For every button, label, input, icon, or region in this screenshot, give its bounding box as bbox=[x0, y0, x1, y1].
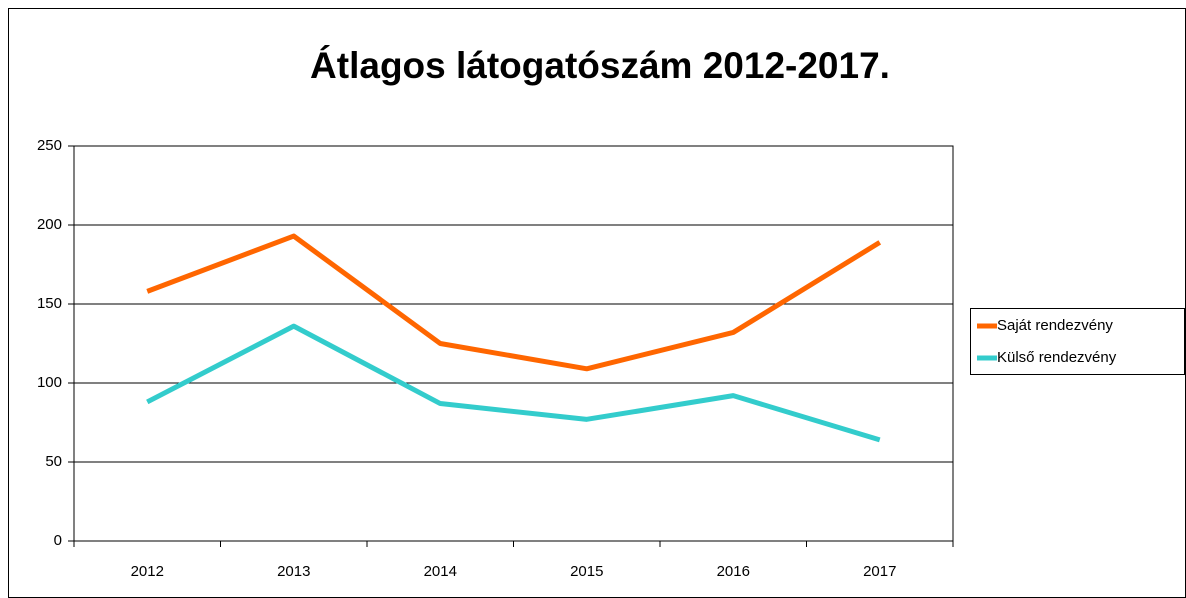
legend-label: Saját rendezvény bbox=[997, 317, 1113, 334]
y-tick-label: 100 bbox=[37, 374, 62, 391]
series-line bbox=[146, 233, 882, 372]
chart-title: Átlagos látogatószám 2012-2017. bbox=[310, 45, 890, 86]
y-tick-label: 200 bbox=[37, 216, 62, 233]
x-tick-label: 2016 bbox=[717, 563, 750, 580]
x-tick-label: 2015 bbox=[570, 563, 603, 580]
legend-label: Külső rendezvény bbox=[997, 349, 1117, 366]
y-tick-label: 0 bbox=[54, 532, 62, 549]
x-tick-label: 2014 bbox=[424, 563, 457, 580]
x-tick-label: 2013 bbox=[277, 563, 310, 580]
legend-box bbox=[970, 308, 1185, 375]
chart-frame bbox=[8, 8, 1186, 598]
y-tick-label: 250 bbox=[37, 137, 62, 154]
x-tick-label: 2012 bbox=[131, 563, 164, 580]
series-line bbox=[146, 323, 881, 443]
x-tick-label: 2017 bbox=[863, 563, 896, 580]
y-tick-label: 50 bbox=[45, 453, 62, 470]
y-tick-label: 150 bbox=[37, 295, 62, 312]
